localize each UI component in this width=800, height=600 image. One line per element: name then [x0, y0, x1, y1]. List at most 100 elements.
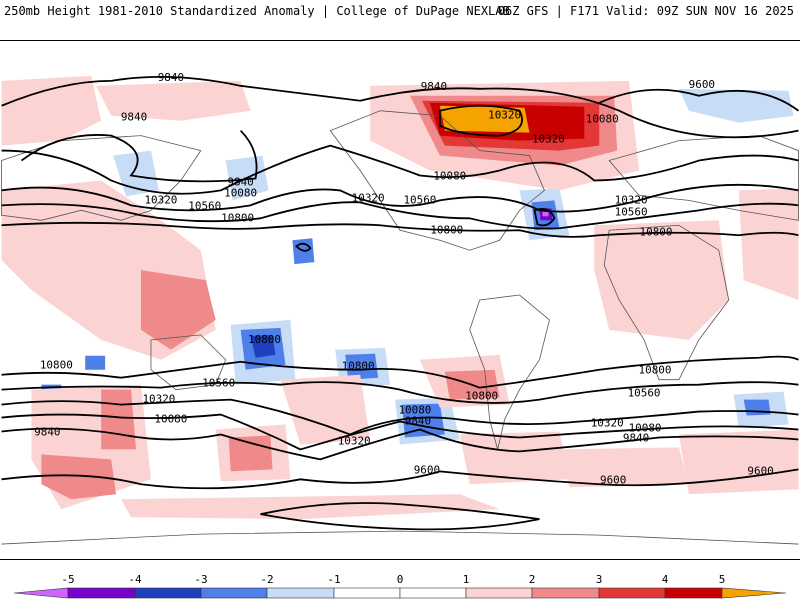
coastline-antarctica — [1, 530, 799, 545]
anomaly-fill — [743, 399, 771, 416]
colorbar-bin — [465, 587, 533, 599]
colorbar-tick-label: 4 — [662, 573, 669, 586]
colorbar-bin — [664, 587, 723, 599]
colorbar-bin — [531, 587, 600, 599]
anomaly-map: 9840 9840 9840 9600 10320 10080 10320 98… — [0, 40, 800, 560]
colorbar-tick-label: -2 — [260, 573, 273, 586]
contour-labels: 9840 9840 9840 9600 10320 10080 10320 98… — [34, 71, 774, 486]
contour-label: 10320 — [591, 417, 624, 430]
contour-label: 10320 — [532, 133, 565, 146]
anomaly-fill — [594, 220, 729, 340]
contour-label: 9840 — [623, 431, 649, 444]
contour-10800-north — [1, 221, 799, 238]
anomaly-fill — [559, 447, 689, 488]
negative-anomaly-regions — [41, 88, 794, 445]
colorbar-bin — [200, 587, 268, 599]
contour-label: 9600 — [689, 78, 715, 91]
contour-10560-south — [1, 381, 799, 404]
contour-label: 9840 — [227, 175, 253, 188]
colorbar-bin — [13, 587, 69, 599]
anomaly-fill — [101, 389, 137, 450]
colorbar-bin — [721, 587, 787, 599]
map-title: 250mb Height 1981-2010 Standardized Anom… — [4, 4, 510, 18]
contour-label: 10800 — [430, 223, 463, 236]
contour-label: 10800 — [639, 364, 672, 377]
contour-label: 10560 — [628, 387, 661, 400]
colorbar-bin — [598, 587, 666, 599]
anomaly-fill — [228, 435, 273, 472]
anomaly-fill — [459, 431, 570, 485]
anomaly-fill — [1, 75, 102, 146]
anomaly-fill — [280, 374, 371, 445]
contour-9600-north — [598, 88, 799, 112]
anomaly-fill — [678, 429, 799, 495]
colorbar-bins — [13, 587, 787, 599]
contour-label: 10800 — [221, 211, 254, 224]
colorbar-tick-label: -1 — [327, 573, 340, 586]
contour-label: 10320 — [352, 191, 385, 204]
contour-label: 10080 — [433, 169, 466, 182]
contour-closed-high-arctic — [438, 104, 523, 137]
contour-label: 10800 — [40, 359, 73, 372]
colorbar-bin — [134, 587, 202, 599]
colorbar-labels: -5 -4 -3 -2 -1 0 1 2 3 4 5 — [61, 573, 725, 586]
anomaly-fill — [85, 355, 106, 370]
contour-label: 10080 — [224, 186, 257, 199]
contour-10320-north — [1, 183, 799, 213]
contour-label: 10800 — [465, 390, 498, 403]
colorbar-bin — [67, 587, 136, 599]
positive-anomaly-regions — [1, 75, 799, 520]
contour-label: 10320 — [615, 193, 648, 206]
anomaly-fill — [96, 80, 251, 121]
contour-9600-antarctic — [260, 502, 540, 531]
contour-label: 10560 — [403, 193, 436, 206]
colorbar-tick-label: 3 — [596, 573, 603, 586]
contour-label: 10320 — [488, 109, 521, 122]
contour-label: 10320 — [338, 434, 371, 447]
contour-label: 9840 — [405, 415, 431, 428]
contour-label: 10800 — [248, 333, 281, 346]
contour-10560-north — [1, 201, 799, 230]
height-contours — [1, 75, 799, 531]
contour-label: 9600 — [414, 463, 440, 476]
anomaly-fill — [439, 105, 530, 133]
contour-label: 10080 — [586, 113, 619, 126]
colorbar-tick-label: -4 — [128, 573, 142, 586]
colorbar-tick-label: -3 — [194, 573, 207, 586]
contour-label: 10320 — [142, 393, 175, 406]
contour-label: 10320 — [144, 193, 177, 206]
colorbar: -5 -4 -3 -2 -1 0 1 2 3 4 5 — [13, 573, 787, 599]
anomaly-fill — [738, 188, 799, 300]
colorbar-tick-label: 1 — [463, 573, 470, 586]
contour-label: 9840 — [34, 425, 60, 438]
contour-label: 9600 — [600, 473, 626, 486]
anomaly-fill — [250, 334, 276, 358]
colorbar-bin — [266, 587, 335, 599]
contour-9840-north — [1, 75, 799, 139]
anomaly-fill — [678, 88, 794, 123]
contour-label: 10560 — [202, 377, 235, 390]
anomaly-fill — [345, 353, 379, 380]
contour-label: 10800 — [640, 225, 673, 238]
contour-label: 10080 — [398, 404, 431, 417]
contour-9600-south — [1, 468, 799, 490]
contour-10800-south — [1, 355, 799, 389]
contour-closed-low-pacific — [295, 242, 312, 252]
coastline-south-america — [469, 294, 550, 450]
contour-label: 9840 — [421, 80, 447, 93]
colorbar-tick-label: 0 — [397, 573, 404, 586]
contour-label: 10800 — [342, 360, 375, 373]
contour-label: 9840 — [121, 111, 147, 124]
coastline-australia — [150, 334, 227, 391]
contour-label: 10080 — [154, 413, 187, 426]
contour-label: 9840 — [158, 71, 184, 84]
contour-closed-low-gulf — [533, 208, 556, 227]
colorbar-bin — [399, 587, 467, 599]
coastline-africa — [603, 224, 730, 381]
colorbar-tick-label: 5 — [719, 573, 726, 586]
contour-10320-south — [1, 398, 799, 436]
contour-9840-south — [1, 427, 799, 461]
anomaly-fill — [113, 150, 159, 197]
contour-9840-lobe — [20, 130, 258, 183]
colorbar-tick-label: -5 — [61, 573, 74, 586]
